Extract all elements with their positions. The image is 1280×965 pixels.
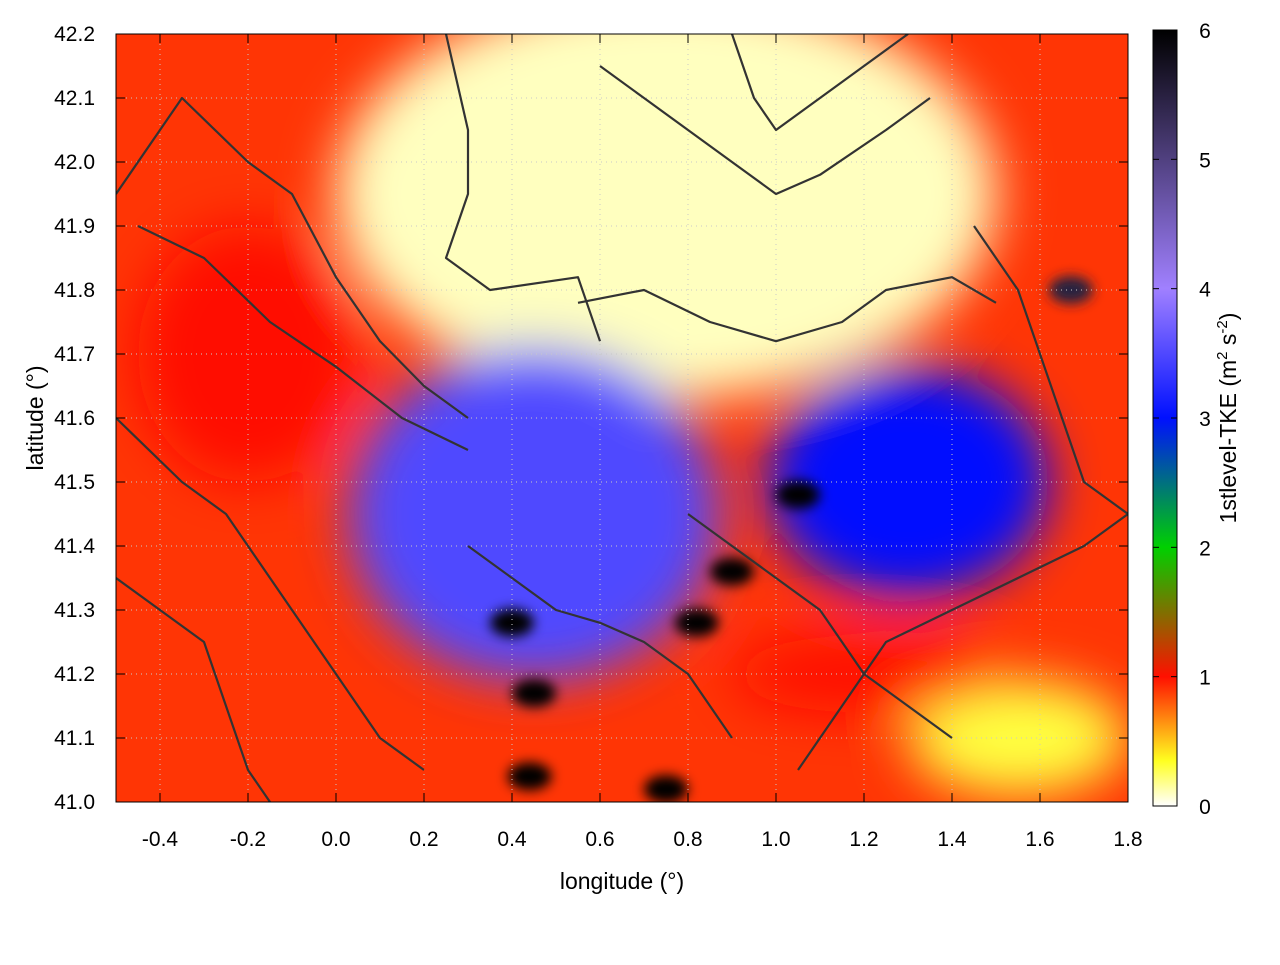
terrain-contour-line xyxy=(467,545,733,739)
y-axis-title: latitude (°) xyxy=(22,365,48,470)
y-tick-label: 41.4 xyxy=(54,535,95,558)
field-blurred xyxy=(138,34,1128,796)
colorbar-tick-label: 1 xyxy=(1199,667,1211,690)
colorbar-title: 1stlevel-TKE (m2 s-2) xyxy=(1214,313,1241,524)
y-tick-label: 41.1 xyxy=(54,727,95,750)
tke-peak xyxy=(507,762,552,791)
terrain-contour-line xyxy=(973,225,1128,515)
terrain-contour-line xyxy=(116,417,425,771)
field-peaks xyxy=(490,276,1093,802)
tke-peak xyxy=(512,679,556,708)
x-tick-label: 1.0 xyxy=(761,828,790,851)
colorbar-ticks xyxy=(1153,29,1177,807)
colorbar-tick-label: 2 xyxy=(1199,537,1211,560)
y-tick-label: 41.2 xyxy=(54,663,95,686)
terrain-contour-line xyxy=(116,577,271,802)
colorbar-title-sup2: -2 xyxy=(1214,320,1231,333)
colorbar-tick-label: 6 xyxy=(1199,20,1211,43)
region-southeast-sea xyxy=(908,680,1128,796)
x-tick-label: 0.8 xyxy=(673,828,702,851)
colorbar-tick-label: 4 xyxy=(1199,279,1211,302)
terrain-contour-line xyxy=(116,96,469,419)
y-tick-label: 42.2 xyxy=(54,23,95,46)
x-tick-label: 0.6 xyxy=(585,828,614,851)
colorbar-tick-label: 3 xyxy=(1199,408,1211,431)
y-tick-label: 41.7 xyxy=(54,343,95,366)
y-tick-label: 41.3 xyxy=(54,599,95,622)
tke-peak xyxy=(710,557,754,586)
y-tick-label: 41.8 xyxy=(54,279,95,302)
terrain-contour-line xyxy=(137,225,469,451)
x-tick-label: 0.2 xyxy=(409,828,438,851)
x-tick-label: 1.8 xyxy=(1113,828,1142,851)
x-tick-label: -0.2 xyxy=(230,828,266,851)
y-tick-labels: 41.0 41.1 41.2 41.3 41.4 41.5 41.6 41.7 41.8 41.9… xyxy=(54,23,95,814)
region-eastern-basin xyxy=(767,366,1049,598)
y-tick-label: 41.9 xyxy=(54,215,95,238)
colorbar-tick-labels: 0 1 2 3 4 5 6 xyxy=(1199,20,1211,819)
colorbar-title-end: ) xyxy=(1215,313,1241,321)
tke-peak xyxy=(1048,276,1093,304)
terrain-contour-line xyxy=(577,276,997,343)
x-tick-label: 0.4 xyxy=(497,828,527,851)
y-tick-label: 42.0 xyxy=(54,151,95,174)
y-tick-label: 41.5 xyxy=(54,471,95,494)
x-tick-label: 0.0 xyxy=(321,828,350,851)
tke-peak xyxy=(490,608,534,637)
y-tick-label: 41.6 xyxy=(54,407,95,430)
colorbar-title-mid: s xyxy=(1215,334,1241,352)
axis-ticks xyxy=(116,33,1129,803)
x-tick-labels: -0.4 -0.2 0.0 0.2 0.4 0.6 0.8 1.0 1.2 1.4 1.6 1.8 xyxy=(142,828,1143,851)
x-tick-label: 1.4 xyxy=(937,828,967,851)
terrain-contours xyxy=(116,34,1128,802)
colorbar-tick-label: 0 xyxy=(1199,796,1211,819)
tke-peak xyxy=(776,480,820,509)
terrain-contour-line xyxy=(730,34,909,132)
colorbar-title-sup1: 2 xyxy=(1214,351,1231,359)
terrain-contour-line xyxy=(797,513,1128,771)
colorbar-title-main: 1stlevel-TKE (m xyxy=(1215,360,1241,524)
x-tick-label: -0.4 xyxy=(142,828,179,851)
y-tick-label: 42.1 xyxy=(54,87,95,110)
region-central-basin xyxy=(349,347,719,681)
colorbar-tick-label: 5 xyxy=(1199,149,1211,172)
tke-peak xyxy=(644,775,688,802)
tke-peak xyxy=(674,608,719,637)
y-tick-label: 41.0 xyxy=(54,791,95,814)
terrain-contour-line xyxy=(599,65,931,196)
x-tick-label: 1.6 xyxy=(1025,828,1054,851)
x-tick-label: 1.2 xyxy=(849,828,878,851)
terrain-contour-line xyxy=(687,513,953,739)
heatmap-field xyxy=(116,34,1128,802)
terrain-contour-line xyxy=(444,34,602,342)
x-axis-title: longitude (°) xyxy=(560,868,684,894)
region-northern-plateau xyxy=(336,34,996,399)
